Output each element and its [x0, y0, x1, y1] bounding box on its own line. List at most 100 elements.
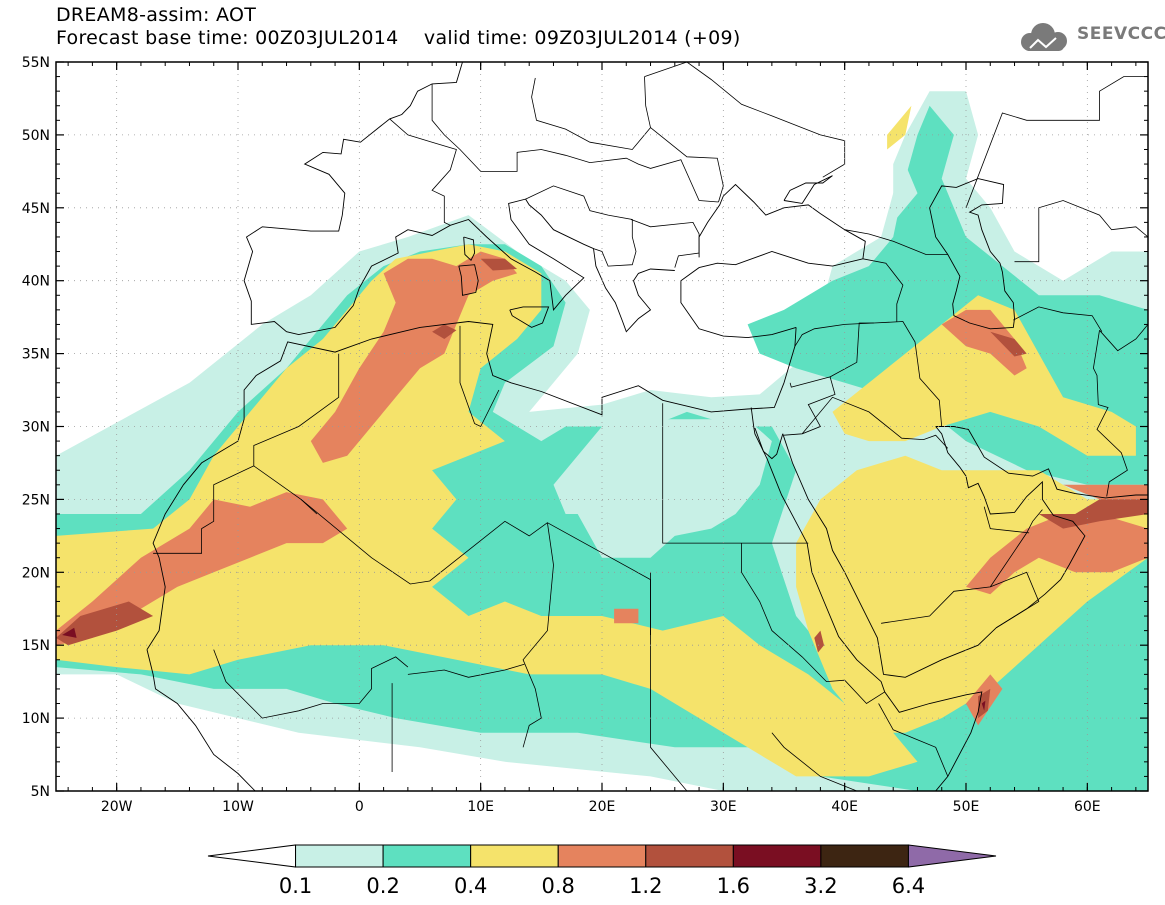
border-iran-east — [1092, 330, 1128, 497]
aot-band-1.6-west — [62, 627, 77, 638]
aot-band-1.2-west — [56, 601, 154, 646]
colorbar-box — [295, 844, 384, 868]
border-tunisia — [459, 325, 500, 428]
coast-guinea-gulf — [146, 649, 256, 791]
coast-italy-islands — [458, 264, 479, 296]
border-uae — [983, 506, 1030, 534]
lon-tick-label: 60E — [1074, 799, 1101, 815]
aot-band-0.8-arabia-se — [966, 514, 1148, 595]
border-russia — [644, 62, 846, 178]
coast-corsica — [463, 236, 476, 262]
colorbar-level-label: 1.6 — [717, 874, 750, 898]
colorbar-box — [557, 844, 647, 868]
lon-tick-label: 10E — [467, 799, 494, 815]
coast-turkey — [680, 251, 864, 339]
colorbar-box — [645, 844, 734, 868]
colorbar-level-label: 3.2 — [804, 874, 837, 898]
colorbar-level-label: 6.4 — [892, 874, 925, 898]
border-iraq — [829, 321, 943, 427]
lon-tick-label: 40E — [831, 799, 858, 815]
coast-greece — [243, 62, 675, 336]
border-libya-egypt — [662, 403, 809, 544]
lon-tick-label: 20E — [589, 799, 616, 815]
lat-tick-label: 25N — [22, 492, 50, 508]
aot-band-0.8-algeria — [310, 251, 518, 463]
coast-azov — [783, 175, 833, 204]
border-mali-algeria — [300, 499, 651, 635]
lon-tick-label: 0 — [355, 799, 364, 815]
colorbar-under-triangle — [207, 844, 297, 868]
coastline-layer — [146, 62, 1148, 791]
coast-redsea-w — [750, 407, 983, 791]
border-morocco — [253, 353, 340, 460]
border-europe-1 — [389, 118, 457, 226]
lat-tick-label: 15N — [22, 638, 50, 654]
border-niger-nigeria — [407, 663, 525, 678]
border-ukraine — [650, 127, 724, 203]
coast-blacksea-n — [698, 183, 866, 259]
aot-band-1.2-iran — [990, 331, 1027, 357]
coast-sicily — [509, 306, 550, 328]
lat-tick-label: 50N — [22, 128, 50, 144]
colorbar-level-label: 0.8 — [542, 874, 575, 898]
border-kaz-north — [965, 76, 1148, 208]
aot-band-1.6-somalia — [981, 700, 986, 711]
coast-gulf-aqaba — [754, 427, 784, 460]
cloud-logo-icon — [1021, 23, 1067, 51]
border-sudan — [650, 572, 688, 791]
map-title: DREAM8-assim: AOT — [56, 4, 257, 26]
lon-tick-label: 30E — [710, 799, 737, 815]
lat-tick-label: 5N — [31, 784, 50, 800]
lat-tick-label: 45N — [22, 201, 50, 217]
border-afgh — [1099, 324, 1148, 352]
border-caucasus — [844, 229, 948, 255]
border-egypt-sudan — [741, 543, 885, 705]
aot-band-1.2-alg — [432, 324, 457, 339]
border-sahel — [213, 649, 409, 719]
aot-band-0.4-iran — [832, 295, 1136, 456]
aot-clear-turkmen — [893, 164, 918, 223]
border-ethiopia — [771, 732, 857, 791]
aot-band-0.4-west — [56, 244, 918, 777]
aot-band-0.8-iran — [941, 309, 1027, 376]
lat-tick-label: 10N — [22, 711, 50, 727]
gridlines — [56, 62, 1148, 791]
aot-band-1.2-tunis — [480, 258, 518, 271]
aot-band-1.2-arabia — [1038, 499, 1148, 529]
colorbar-level-label: 0.4 — [454, 874, 487, 898]
border-algeria-niger — [253, 465, 318, 515]
colorbar-box — [382, 844, 472, 868]
coast-caspian — [929, 178, 1015, 330]
lon-tick-label: 10W — [222, 799, 254, 815]
aot-band-1.2-eritrea — [814, 630, 824, 653]
lon-tick-label: 50E — [953, 799, 980, 815]
colorbar-over-triangle — [907, 844, 997, 868]
lat-tick-label: 35N — [22, 347, 50, 363]
axis-ticks: 55N 50N 45N 40N 35N 30N 25N 20N 15N 10N 5N 20W 10W 0 1… — [22, 55, 1148, 815]
border-bulgaria — [630, 219, 700, 268]
colorbar-box — [470, 844, 559, 868]
lon-tick-label: 20W — [101, 799, 133, 815]
border-turkmen — [1013, 306, 1103, 332]
border-saudi — [801, 396, 949, 449]
colorbar-box — [820, 844, 909, 868]
border-horn — [878, 703, 949, 777]
border-balkans — [525, 185, 637, 267]
border-europe-2 — [431, 83, 719, 203]
border-chad — [522, 522, 554, 748]
border-jordan — [783, 376, 836, 436]
coast-redsea-e — [782, 426, 1086, 678]
aot-blob-20n — [614, 608, 639, 624]
border-syria — [794, 322, 874, 347]
colorbar-level-label: 0.1 — [279, 874, 312, 898]
border-europe-3 — [531, 76, 651, 150]
colorbar-level-label: 1.2 — [629, 874, 662, 898]
lat-tick-label: 55N — [22, 55, 50, 71]
lat-tick-label: 20N — [22, 565, 50, 581]
lat-tick-label: 30N — [22, 420, 50, 436]
colorbar: 0.1 0.2 0.4 0.8 1.2 1.6 3.2 6.4 — [207, 844, 997, 898]
coast-west-africa — [146, 321, 797, 650]
lat-tick-label: 40N — [22, 274, 50, 290]
colorbar-box — [732, 844, 822, 868]
